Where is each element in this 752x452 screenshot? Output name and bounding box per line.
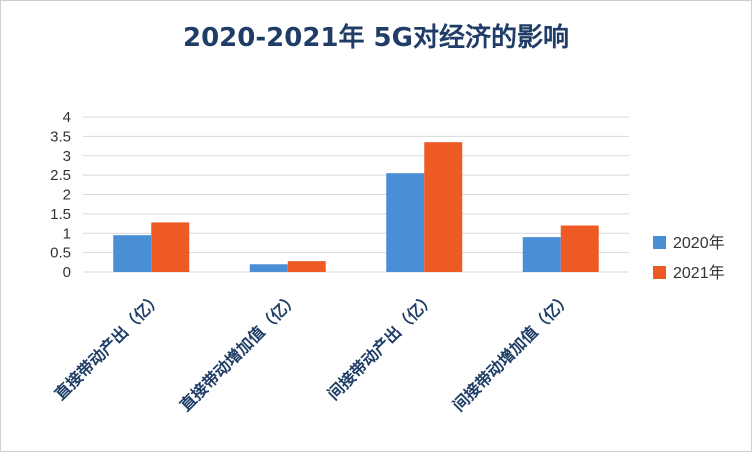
y-axis-ticks: 0 0.5 1 1.5 2 2.5 3 3.5 4 bbox=[50, 109, 71, 281]
bar-series2-4 bbox=[560, 225, 599, 272]
y-tick-label: 1 bbox=[63, 225, 71, 242]
bar-series2-3 bbox=[424, 142, 463, 272]
bar-series1-4 bbox=[522, 237, 561, 272]
legend-label: 2020年 bbox=[673, 234, 725, 252]
bar-series1-3 bbox=[386, 173, 425, 272]
y-tick-label: 2.5 bbox=[50, 167, 71, 184]
category-labels: 直接带动产出（亿） 直接带动增加值（亿） 间接带动产出（亿） 间接带动增加值（亿） bbox=[51, 288, 576, 415]
category-label: 直接带动产出（亿） bbox=[51, 288, 166, 403]
category-label: 间接带动产出（亿） bbox=[324, 288, 439, 403]
chart-title: 2020-2021年 5G对经济的影响 bbox=[183, 22, 569, 53]
bar-series2-1 bbox=[151, 222, 190, 272]
y-tick-label: 2 bbox=[63, 187, 71, 204]
y-tick-label: 1.5 bbox=[50, 206, 71, 223]
legend-swatch bbox=[653, 236, 666, 249]
category-label: 直接带动增加值（亿） bbox=[176, 288, 303, 415]
y-tick-label: 3 bbox=[63, 148, 71, 165]
y-tick-label: 4 bbox=[63, 109, 71, 126]
y-tick-label: 3.5 bbox=[50, 128, 71, 145]
bars bbox=[113, 142, 599, 272]
y-tick-label: 0.5 bbox=[50, 245, 71, 262]
bar-series1-2 bbox=[249, 264, 288, 272]
bar-series1-1 bbox=[113, 235, 152, 272]
legend: 2020年 2021年 bbox=[653, 234, 725, 282]
legend-label: 2021年 bbox=[673, 264, 725, 282]
y-tick-label: 0 bbox=[63, 264, 71, 281]
legend-swatch bbox=[653, 266, 666, 279]
bar-series2-2 bbox=[287, 261, 326, 272]
category-label: 间接带动增加值（亿） bbox=[449, 288, 576, 415]
